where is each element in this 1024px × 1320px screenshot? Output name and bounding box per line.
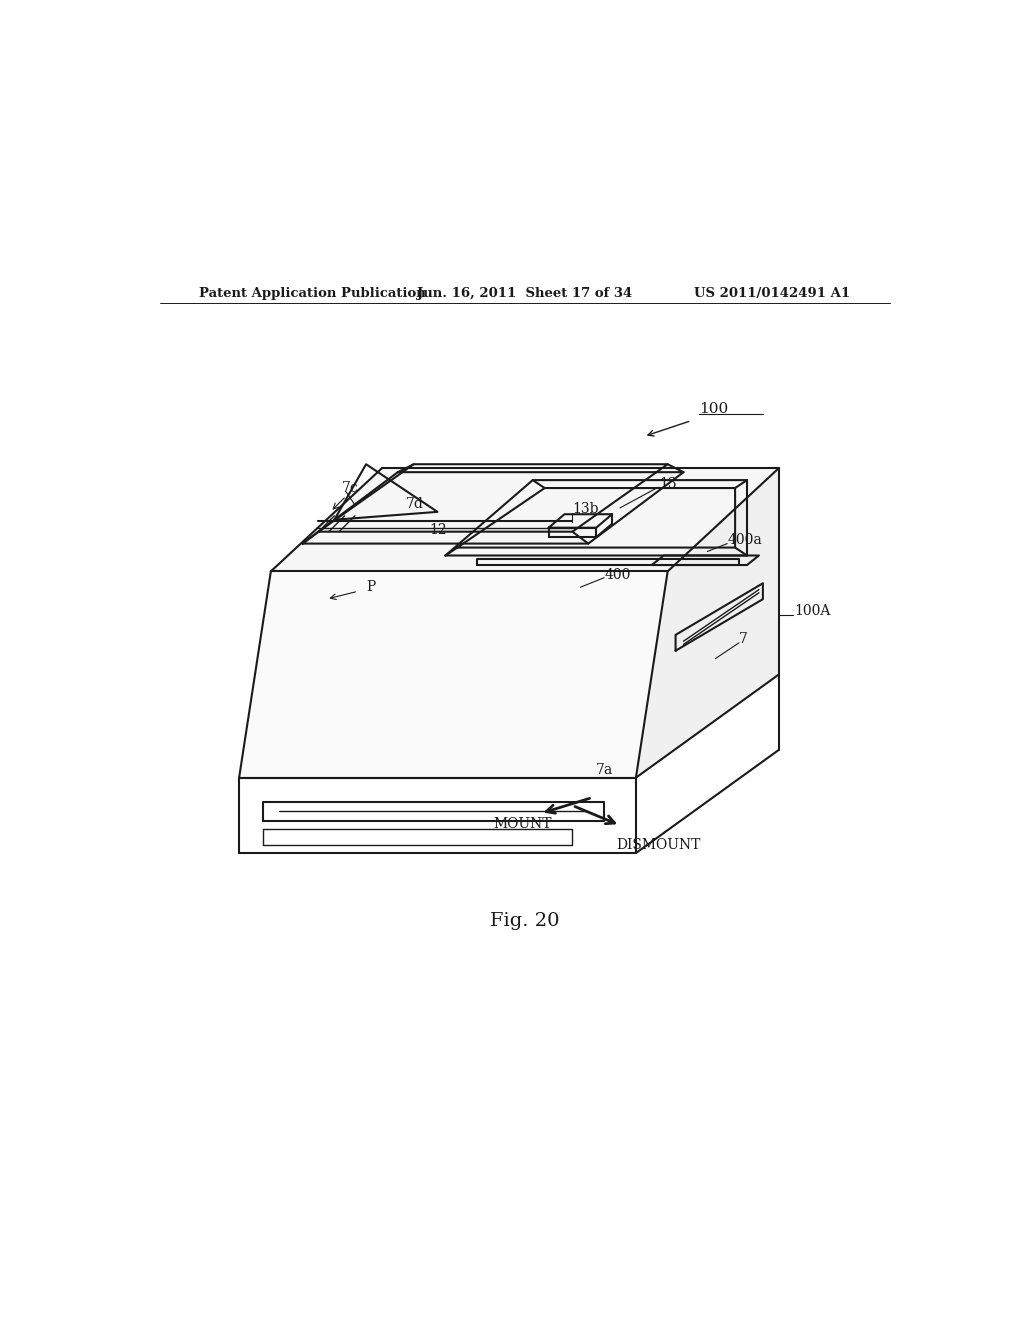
Text: 7a: 7a	[596, 763, 613, 776]
Polygon shape	[636, 469, 779, 777]
Text: 12: 12	[430, 523, 447, 537]
Text: 400: 400	[604, 569, 631, 582]
Text: MOUNT: MOUNT	[494, 817, 552, 830]
Text: 7d: 7d	[406, 496, 424, 511]
Text: 7c: 7c	[342, 480, 359, 495]
Text: Fig. 20: Fig. 20	[490, 912, 559, 929]
Polygon shape	[240, 572, 668, 777]
Text: 7: 7	[739, 632, 748, 645]
Text: 13: 13	[659, 477, 677, 491]
Text: DISMOUNT: DISMOUNT	[616, 838, 700, 853]
Text: 100: 100	[699, 401, 729, 416]
Text: Patent Application Publication: Patent Application Publication	[200, 288, 426, 300]
Text: 400a: 400a	[727, 533, 762, 546]
Text: P: P	[367, 581, 376, 594]
Text: Jun. 16, 2011  Sheet 17 of 34: Jun. 16, 2011 Sheet 17 of 34	[417, 288, 633, 300]
Text: 100A: 100A	[795, 605, 831, 618]
Text: US 2011/0142491 A1: US 2011/0142491 A1	[694, 288, 850, 300]
Polygon shape	[270, 469, 779, 572]
Text: 13b: 13b	[572, 503, 599, 516]
